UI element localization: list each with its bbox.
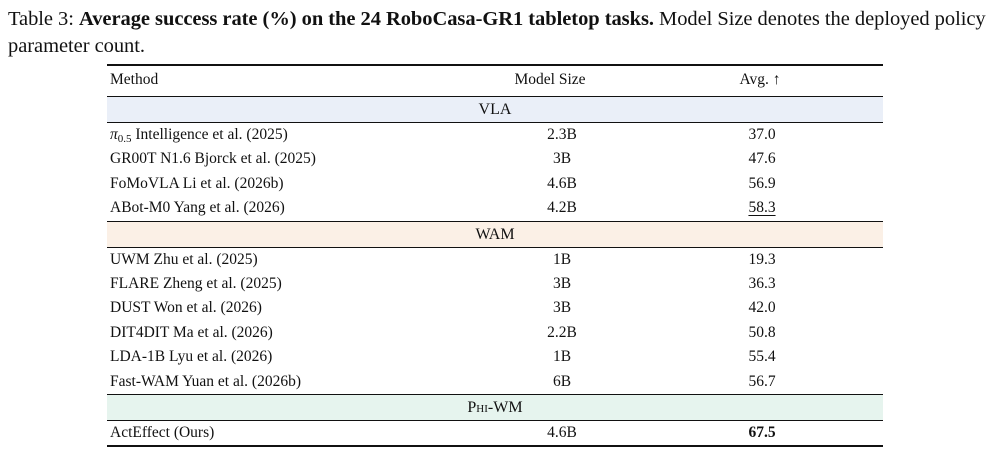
table-row: LDA-1B Lyu et al. (2026) 1B 55.4 xyxy=(107,345,883,369)
avg-cell: 55.4 xyxy=(748,348,776,366)
table-row: DIT4DIT Ma et al. (2026) 2.2B 50.8 xyxy=(107,321,883,345)
table-row: UWM Zhu et al. (2025) 1B 19.3 xyxy=(107,248,883,272)
header-model-size: Model Size xyxy=(514,71,586,88)
header-avg: Avg. ↑ xyxy=(739,71,781,88)
model-size-cell: 1B xyxy=(552,348,572,366)
table-row: DUST Won et al. (2026) 3B 42.0 xyxy=(107,296,883,320)
method-citation: Intelligence et al. (2025) xyxy=(135,126,288,143)
table-row: ABot-M0 Yang et al. (2026) 4.2B 58.3 xyxy=(107,196,883,220)
method-cell: FoMoVLA Li et al. (2026b) xyxy=(110,174,284,192)
method-cell: FLARE Zheng et al. (2025) xyxy=(110,274,282,292)
method-cell: π0.5 Intelligence et al. (2025) xyxy=(110,123,288,148)
method-cell: LDA-1B Lyu et al. (2026) xyxy=(110,348,273,366)
method-cell: UWM Zhu et al. (2025) xyxy=(110,250,258,268)
caption-label: Table 3: xyxy=(8,8,74,30)
avg-cell: 50.8 xyxy=(748,323,776,341)
avg-cell: 56.9 xyxy=(748,174,776,192)
method-cell: Fast-WAM Yuan et al. (2026b) xyxy=(110,372,301,390)
model-size-cell: 6B xyxy=(552,372,572,390)
avg-cell: 56.7 xyxy=(748,372,776,390)
group-header-wam: WAM xyxy=(107,220,883,248)
model-size-cell: 1B xyxy=(552,250,572,268)
method-cell: GR00T N1.6 Bjorck et al. (2025) xyxy=(110,150,316,168)
avg-cell: 19.3 xyxy=(748,250,776,268)
avg-cell: 42.0 xyxy=(748,299,776,317)
results-table: Method Model Size Avg. ↑ VLA π0.5 Intell… xyxy=(107,64,883,448)
header-method: Method xyxy=(110,71,159,88)
model-size-cell: 3B xyxy=(552,150,572,168)
avg-cell: 47.6 xyxy=(748,150,776,168)
model-size-cell: 4.2B xyxy=(547,199,577,217)
table-row: FoMoVLA Li et al. (2026b) 4.6B 56.9 xyxy=(107,172,883,196)
avg-cell: 37.0 xyxy=(748,126,776,143)
caption-rest-text: Model Size denotes the deployed policy p… xyxy=(8,8,986,57)
pi-symbol: π xyxy=(110,126,118,143)
table-row: FLARE Zheng et al. (2025) 3B 36.3 xyxy=(107,272,883,296)
table-row: π0.5 Intelligence et al. (2025) 2.3B 37.… xyxy=(107,123,883,147)
pi-subscript: 0.5 xyxy=(117,133,132,145)
model-size-cell: 4.6B xyxy=(547,174,577,192)
avg-cell-best: 67.5 xyxy=(748,423,776,441)
method-cell: ABot-M0 Yang et al. (2026) xyxy=(110,199,285,217)
method-cell: DIT4DIT Ma et al. (2026) xyxy=(110,323,273,341)
avg-cell: 36.3 xyxy=(748,274,776,292)
table-header-row: Method Model Size Avg. ↑ xyxy=(107,66,883,97)
model-size-cell: 2.3B xyxy=(547,126,577,143)
model-size-cell: 4.6B xyxy=(547,423,577,441)
table-row: Fast-WAM Yuan et al. (2026b) 6B 56.7 xyxy=(107,370,883,394)
table-row: ActEffect (Ours) 4.6B 67.5 xyxy=(107,421,883,445)
group-header-phi-wm: Phi-WM xyxy=(107,393,883,421)
model-size-cell: 3B xyxy=(552,299,572,317)
table-row: GR00T N1.6 Bjorck et al. (2025) 3B 47.6 xyxy=(107,147,883,171)
model-size-cell: 3B xyxy=(552,274,572,292)
method-cell: ActEffect (Ours) xyxy=(110,423,215,441)
avg-cell-second-best: 58.3 xyxy=(748,199,776,217)
table-caption: Table 3: Average success rate (%) on the… xyxy=(8,6,994,60)
group-header-vla: VLA xyxy=(107,97,883,123)
caption-bold-text: Average success rate (%) on the 24 RoboC… xyxy=(78,8,654,30)
model-size-cell: 2.2B xyxy=(547,323,577,341)
method-cell: DUST Won et al. (2026) xyxy=(110,299,262,317)
